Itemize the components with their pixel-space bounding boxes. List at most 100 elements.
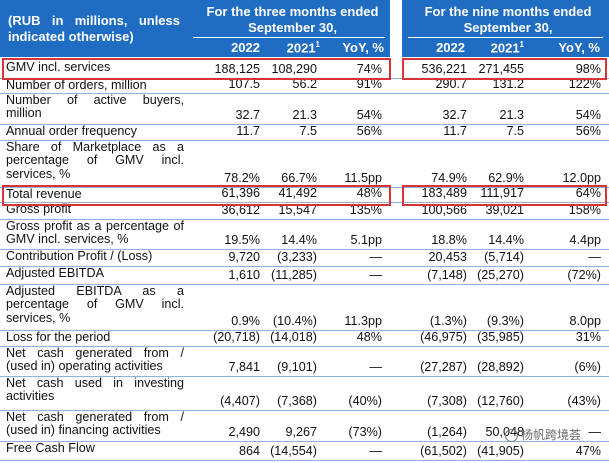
row-label: Total revenue bbox=[6, 187, 82, 201]
row-value: 14.4% bbox=[488, 233, 524, 247]
row-value: — bbox=[369, 360, 382, 374]
row-value: 20,453 bbox=[428, 250, 467, 264]
row-label: Share of Marketplace as a percentage of … bbox=[6, 140, 184, 181]
footnote-mark: 1 bbox=[315, 40, 320, 49]
row-label: Free Cash Flow bbox=[6, 441, 95, 455]
row-value: 0.9% bbox=[231, 314, 260, 328]
row-value: (11,285) bbox=[271, 268, 317, 282]
row-value: 122% bbox=[568, 77, 601, 91]
highlight-gmv-left bbox=[2, 58, 391, 80]
row-value: 9,267 bbox=[285, 425, 317, 439]
row-label: GMV incl. services bbox=[6, 60, 111, 74]
row-value: 56% bbox=[575, 124, 601, 138]
row-value: 11.3pp bbox=[344, 314, 382, 328]
header-corner bbox=[0, 0, 185, 57]
watermark-text: 杨帆跨境荟 bbox=[521, 428, 582, 442]
header-nine-months-label: For the nine months ended September 30, bbox=[424, 4, 592, 35]
row-value: 2,490 bbox=[228, 425, 260, 439]
row-value: (40%) bbox=[348, 394, 382, 408]
row-value: 74.9% bbox=[431, 171, 467, 185]
row-value: 21.3 bbox=[499, 108, 524, 122]
row-value: 864 bbox=[238, 444, 260, 458]
header-three-months bbox=[185, 0, 390, 57]
row-value: (7,308) bbox=[427, 394, 467, 408]
row-value: 64% bbox=[575, 186, 601, 200]
row-value: 100,566 bbox=[421, 203, 467, 217]
watermark: 杨帆跨境荟 bbox=[505, 426, 581, 443]
row-label: Annual order frequency bbox=[6, 124, 137, 138]
row-value: (9.3%) bbox=[486, 314, 524, 328]
row-value: 36,612 bbox=[221, 203, 260, 217]
row-divider bbox=[0, 266, 609, 267]
row-value: (73%) bbox=[348, 425, 382, 439]
row-value: (43%) bbox=[567, 394, 601, 408]
row-value: 91% bbox=[356, 77, 382, 91]
row-label: Net cash used in investing activities bbox=[6, 376, 184, 404]
row-value: 536,221 bbox=[421, 62, 467, 76]
row-value: (27,287) bbox=[420, 360, 467, 374]
row-divider bbox=[0, 93, 609, 94]
row-value: 14.4% bbox=[281, 233, 317, 247]
row-value: 183,489 bbox=[421, 186, 467, 200]
row-divider bbox=[0, 284, 609, 285]
row-value: (61,502) bbox=[420, 444, 467, 458]
highlight-revenue-left bbox=[2, 185, 391, 206]
col-header-2022-q: 2022 bbox=[231, 40, 260, 55]
row-value: 39,021 bbox=[485, 203, 524, 217]
row-divider bbox=[0, 330, 609, 331]
row-value: 54% bbox=[575, 108, 601, 122]
row-value: (5,714) bbox=[484, 250, 524, 264]
row-value: (9,101) bbox=[277, 360, 317, 374]
row-value: 66.7% bbox=[281, 171, 317, 185]
row-value: 74% bbox=[356, 62, 382, 76]
row-divider bbox=[0, 219, 609, 220]
row-label: Number of active buyers, million bbox=[6, 93, 184, 121]
row-value: 8.0pp bbox=[569, 314, 601, 328]
row-value: — bbox=[588, 250, 601, 264]
row-value: 290.7 bbox=[435, 77, 467, 91]
row-value: 7,841 bbox=[228, 360, 260, 374]
row-value: (7,148) bbox=[427, 268, 467, 282]
row-value: 41,492 bbox=[278, 186, 317, 200]
row-value: 56.2 bbox=[292, 77, 317, 91]
row-value: (12,760) bbox=[477, 394, 524, 408]
row-label: Net cash generated from / (used in) oper… bbox=[6, 346, 184, 374]
row-divider bbox=[0, 460, 609, 461]
row-value: — bbox=[369, 250, 382, 264]
header-divider-three bbox=[193, 37, 385, 38]
row-value: 48% bbox=[356, 186, 382, 200]
row-value: 11.7 bbox=[236, 124, 260, 138]
col-header-2021-9m: 20211 bbox=[460, 40, 524, 55]
row-value: 78.2% bbox=[224, 171, 260, 185]
row-value: — bbox=[369, 444, 382, 458]
header-three-months-label: For the three months ended September 30, bbox=[206, 4, 379, 35]
row-value: (25,270) bbox=[477, 268, 524, 282]
row-value: (7,368) bbox=[277, 394, 317, 408]
row-value: 11.5pp bbox=[344, 171, 382, 185]
watermark-logo-icon bbox=[505, 429, 518, 443]
row-divider bbox=[0, 187, 609, 188]
row-value: 32.7 bbox=[442, 108, 467, 122]
col-header-2021-q-text: 2021 bbox=[286, 40, 316, 56]
row-value: — bbox=[588, 425, 601, 439]
row-value: (10.4%) bbox=[272, 314, 317, 328]
row-value: 135% bbox=[349, 203, 382, 217]
row-value: 9,720 bbox=[228, 250, 260, 264]
row-value: (3,233) bbox=[277, 250, 317, 264]
footnote-mark-9m: 1 bbox=[519, 40, 524, 49]
row-value: (4,407) bbox=[220, 394, 260, 408]
row-value: (14,018) bbox=[270, 330, 317, 344]
row-label: Adjusted EBITDA bbox=[6, 266, 104, 280]
row-divider bbox=[0, 346, 609, 347]
row-divider bbox=[0, 124, 609, 125]
row-value: (1.3%) bbox=[429, 314, 467, 328]
row-value: (1,264) bbox=[427, 425, 467, 439]
row-value: 31% bbox=[575, 330, 601, 344]
row-value: 271,455 bbox=[478, 62, 524, 76]
row-value: 21.3 bbox=[292, 108, 317, 122]
row-value: (6%) bbox=[574, 360, 601, 374]
row-divider bbox=[0, 441, 609, 442]
row-value: 131.2 bbox=[492, 77, 524, 91]
row-value: 56% bbox=[356, 124, 382, 138]
row-label: Number of orders, million bbox=[6, 78, 147, 92]
